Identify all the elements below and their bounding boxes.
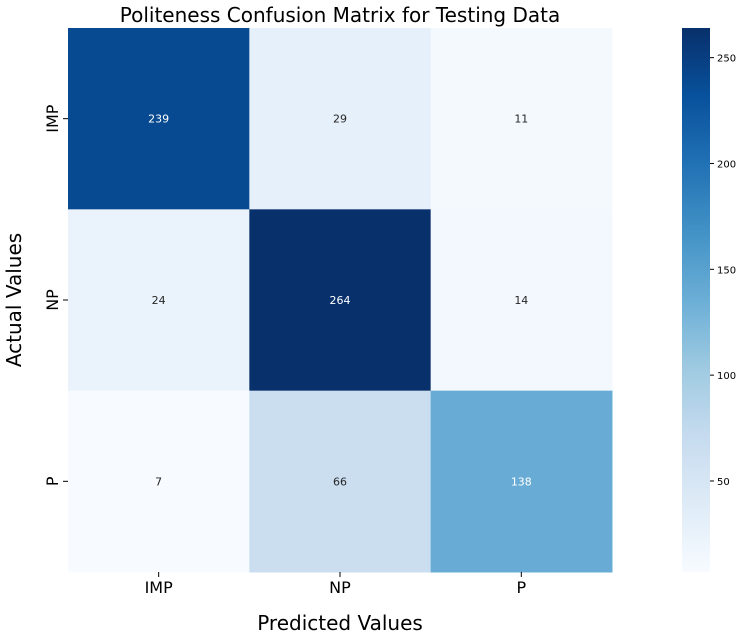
heatmap-cells <box>68 28 613 573</box>
cell-value-label: 11 <box>514 113 528 126</box>
heatmap-cell-np-p <box>430 209 613 392</box>
cell-value-label: 14 <box>514 294 528 307</box>
heatmap-cell-imp-p <box>430 28 613 210</box>
colorbar-tick-label: 150 <box>717 265 736 276</box>
heatmap-cell-p-p <box>430 390 613 573</box>
cell-value-labels: 239 29 11 24 264 14 7 66 138 <box>148 113 532 489</box>
y-axis-label: Actual Values <box>2 233 26 367</box>
colorbar-ticks: 50 100 150 200 250 <box>710 54 736 488</box>
heatmap-cell-imp-imp <box>68 28 250 210</box>
cell-value-label: 239 <box>148 113 169 126</box>
cell-value-label: 29 <box>333 113 347 126</box>
y-tick-label: IMP <box>43 104 62 133</box>
heatmap-cell-p-np <box>249 390 432 573</box>
y-tick-label: P <box>43 476 62 486</box>
cell-value-label: 138 <box>511 475 532 488</box>
cell-value-label: 66 <box>333 475 347 488</box>
y-axis-ticks: IMP NP P <box>43 104 68 486</box>
y-tick-label: NP <box>43 289 62 311</box>
heatmap-cell-np-imp <box>68 209 250 392</box>
x-axis-ticks: IMP NP P <box>145 571 526 597</box>
colorbar-tick-label: 50 <box>717 477 730 488</box>
cell-value-label: 264 <box>329 294 350 307</box>
cell-value-label: 7 <box>155 475 162 488</box>
heatmap-cell-p-imp <box>68 390 250 573</box>
cell-value-label: 24 <box>152 294 166 307</box>
x-tick-label: NP <box>329 578 351 597</box>
heatmap-cell-imp-np <box>249 28 432 210</box>
x-tick-label: IMP <box>145 578 174 597</box>
colorbar-tick-label: 100 <box>717 371 736 382</box>
chart-title: Politeness Confusion Matrix for Testing … <box>120 3 560 27</box>
x-tick-label: P <box>516 578 526 597</box>
x-axis-label: Predicted Values <box>257 611 423 635</box>
heatmap-cell-np-np <box>249 209 432 392</box>
colorbar <box>682 28 710 572</box>
colorbar-tick-label: 250 <box>717 54 736 65</box>
colorbar-tick-label: 200 <box>717 159 736 170</box>
